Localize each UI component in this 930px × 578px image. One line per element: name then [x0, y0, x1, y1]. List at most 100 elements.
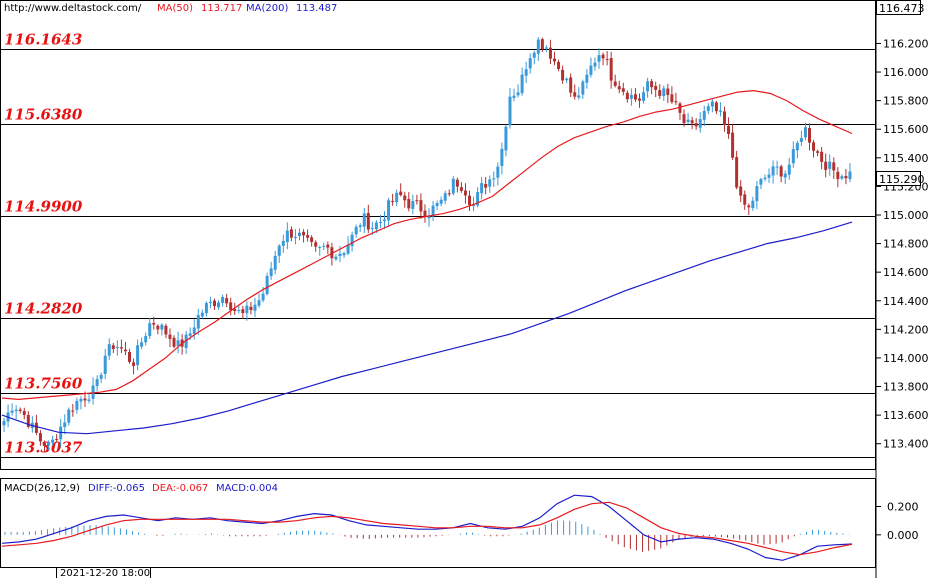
candle-154 — [625, 90, 629, 103]
candle-200 — [812, 139, 816, 158]
candle-11 — [47, 440, 51, 451]
top-price-box — [876, 0, 921, 15]
candle-172 — [698, 112, 702, 133]
candle-37 — [152, 316, 156, 330]
candle-65 — [265, 272, 269, 296]
price-tick-label-7: 114.800 — [883, 238, 929, 251]
candle-163 — [662, 85, 666, 101]
price-tick-label-2: 115.800 — [883, 95, 929, 108]
candle-171 — [694, 118, 698, 130]
candle-3 — [14, 405, 18, 419]
candle-209 — [848, 163, 852, 183]
level-label-1: 115.6380 — [4, 106, 83, 124]
candle-77 — [314, 240, 318, 252]
candle-19 — [79, 396, 83, 410]
candle-103 — [419, 193, 423, 219]
candle-84 — [342, 251, 346, 258]
candle-106 — [431, 200, 435, 221]
candle-0 — [2, 417, 6, 432]
candle-10 — [43, 440, 46, 453]
candle-52 — [213, 298, 216, 311]
candle-166 — [674, 92, 678, 106]
candle-207 — [840, 174, 844, 181]
candle-188 — [763, 174, 767, 182]
candle-33 — [136, 339, 140, 371]
candle-182 — [739, 180, 743, 203]
candle-41 — [168, 328, 172, 348]
candle-206 — [836, 167, 840, 188]
candle-63 — [257, 293, 261, 308]
candle-176 — [714, 100, 718, 115]
ma50-line — [1, 89, 853, 401]
price-tick-label-3: 115.600 — [883, 123, 929, 136]
candle-26 — [107, 338, 111, 360]
candle-203 — [824, 153, 828, 178]
candle-68 — [277, 244, 281, 263]
level-label-4: 113.7560 — [4, 375, 83, 393]
candle-114 — [463, 183, 467, 204]
candle-36 — [148, 317, 152, 339]
current-price-box — [876, 171, 921, 186]
candle-152 — [617, 80, 621, 94]
candle-140 — [569, 73, 573, 98]
candle-25 — [103, 348, 107, 380]
candle-168 — [682, 109, 686, 127]
candle-197 — [799, 130, 803, 147]
time-label: 2021-12-20 18:00 — [60, 568, 150, 578]
candle-109 — [443, 190, 447, 205]
candle-143 — [581, 79, 585, 99]
candle-4 — [18, 407, 22, 414]
candle-5 — [22, 407, 26, 420]
candle-201 — [816, 149, 820, 157]
candle-16 — [67, 407, 71, 426]
candle-43 — [176, 331, 180, 354]
level-label-3: 114.2820 — [4, 300, 83, 318]
ma50-value: 113.717 — [201, 3, 243, 14]
candle-82 — [334, 254, 338, 261]
candle-144 — [585, 69, 589, 89]
macd-name: MACD(26,12,9) — [4, 483, 80, 494]
candle-105 — [427, 208, 431, 227]
candle-107 — [435, 200, 439, 211]
candle-155 — [629, 88, 633, 106]
candle-32 — [132, 358, 136, 375]
candle-78 — [318, 245, 322, 256]
candle-122 — [496, 162, 500, 186]
candle-147 — [597, 48, 601, 69]
candle-134 — [544, 45, 548, 53]
ma200-label: MA(200) — [246, 3, 289, 14]
candle-102 — [415, 194, 419, 205]
candle-76 — [310, 235, 314, 247]
candle-50 — [204, 301, 208, 317]
site-url[interactable]: http://www.deltastock.com/ — [4, 3, 142, 14]
price-tick-label-0: 116.200 — [883, 37, 929, 50]
level-label-2: 114.9900 — [4, 198, 83, 216]
candle-185 — [751, 196, 755, 211]
candle-96 — [391, 193, 395, 206]
candle-130 — [528, 53, 532, 74]
level-label-5: 113.3037 — [4, 439, 83, 457]
candle-88 — [358, 223, 362, 232]
candle-58 — [237, 305, 241, 314]
candle-95 — [387, 197, 391, 227]
candle-159 — [646, 77, 650, 98]
candle-123 — [500, 142, 504, 175]
candle-23 — [95, 375, 99, 392]
candle-93 — [378, 214, 382, 229]
candle-153 — [621, 82, 625, 96]
price-tick-label-1: 116.000 — [883, 66, 929, 79]
candle-146 — [593, 57, 597, 71]
candle-175 — [710, 98, 714, 113]
candle-131 — [532, 50, 536, 65]
candle-108 — [439, 196, 443, 207]
candle-128 — [520, 67, 524, 96]
candle-119 — [484, 176, 488, 195]
candle-151 — [613, 74, 617, 88]
candle-48 — [196, 308, 200, 336]
candle-99 — [403, 191, 407, 208]
macd-tick-label-1: 0.000 — [887, 529, 919, 542]
candle-27 — [111, 342, 115, 354]
candle-174 — [706, 103, 710, 115]
candle-2 — [10, 403, 14, 416]
candle-66 — [269, 261, 273, 280]
